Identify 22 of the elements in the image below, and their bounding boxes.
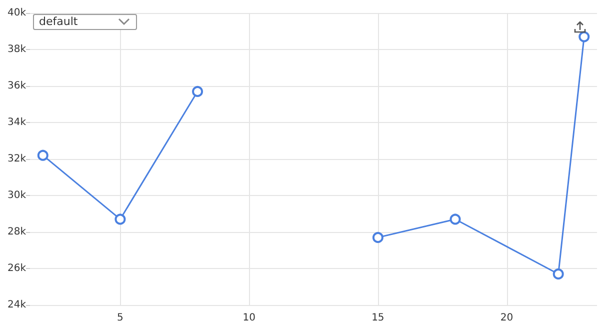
x-tick-label: 15 (372, 312, 384, 324)
y-tick-label: 34k (7, 117, 26, 128)
point (372, 232, 384, 243)
point (114, 214, 126, 225)
x-tick-label: 10 (242, 312, 256, 324)
y-tick-label: 32k (7, 154, 26, 164)
x-tick-label: 20 (500, 312, 514, 324)
point (192, 86, 204, 97)
point (552, 268, 564, 280)
y-tick-label: 36k (7, 80, 26, 92)
point (37, 150, 48, 161)
y-tick-label: 28k (7, 226, 26, 238)
point (578, 31, 590, 42)
y-tick-label: 30k (7, 190, 26, 201)
y-tick-label: 26k (7, 263, 26, 274)
dropdown: default (33, 14, 137, 30)
y-tick-label: 40k (7, 8, 26, 18)
y-tick-label: 24k (7, 300, 26, 310)
x-tick-label: 5 (117, 312, 124, 324)
point (450, 214, 461, 225)
y-tick-label: 38k (7, 44, 26, 55)
annotation: default (39, 15, 78, 28)
